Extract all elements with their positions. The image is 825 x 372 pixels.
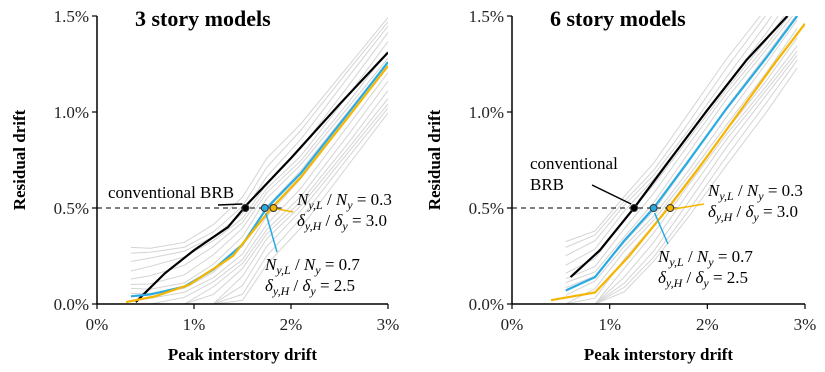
x-tick-label: 2% [696,315,719,334]
x-tick-label: 0% [501,315,524,334]
arrow-case-yellow [674,203,705,210]
record-curve [565,27,798,304]
record-curve [130,80,388,304]
annotation-conventional-brb: conventional BRB [108,183,234,202]
record-curve [130,90,388,304]
annotation-case-blue-ratio-n: Ny,L / Ny = 0.7 [264,255,360,277]
series-group [550,16,805,302]
marker-case-blue [649,204,658,212]
annotation-case-yellow-ratio-delta: δy,H / δy = 3.0 [708,202,798,224]
annotation-case-yellow-ratio-n: Ny,L / Ny = 0.3 [296,190,392,212]
marker-case-yellow [269,204,278,212]
record-curve [130,41,388,280]
panel-title: 6 story models [550,6,686,31]
arrow-case-blue [653,212,669,245]
annotation-case-blue-ratio-delta: δy,H / δy = 2.5 [265,276,355,298]
marker-case-blue [260,204,269,212]
record-curve [565,67,798,304]
arrow-case-yellow [277,208,294,213]
record-curves-group [565,16,798,304]
panel-title: 3 story models [135,6,271,31]
series-line-case-yellow [550,23,805,302]
y-tick-label: 1.5% [469,7,504,26]
series-line-case-yellow [125,65,388,304]
marker-conventional [630,204,639,212]
record-curve [130,50,388,285]
arrow-case-blue [265,212,278,253]
record-curve [565,54,798,304]
y-tick-label: 0.0% [469,295,504,314]
chart-panel-6-story: 0.0% 0.5% 1.0% 1.5% 0% 1% 2% 3% Peak interstory … [425,6,817,364]
record-curve [565,16,785,274]
y-axis-label: Residual drift [10,109,29,210]
y-tick-label: 0.5% [469,199,504,218]
record-curve [565,50,798,304]
record-curve [565,59,798,304]
y-tick-label: 0.0% [54,295,89,314]
series-line-conventional [135,51,388,303]
record-curve [130,112,388,304]
x-tick-label: 2% [280,315,303,334]
record-curve [130,98,388,304]
arrow-conventional [591,184,632,205]
series-line-case-blue [565,16,799,292]
marker-case-yellow [666,204,675,212]
record-curve [130,103,388,304]
x-tick-label: 1% [183,315,206,334]
record-curve [130,72,388,304]
x-tick-label: 3% [794,315,817,334]
record-curve [565,16,794,284]
y-tick-label: 1.0% [54,103,89,122]
annotation-case-blue-ratio-n: Ny,L / Ny = 0.7 [657,247,753,269]
chart-panel-3-story: 0.0% 0.5% 1.0% 1.5% 0% 1% 2% 3% Peak interstory … [10,6,399,364]
x-axis-label: Peak interstory drift [168,345,318,364]
record-curve [565,19,798,296]
y-tick-label: 0.5% [54,199,89,218]
y-tick-label: 1.0% [469,103,504,122]
record-curve [130,57,388,290]
record-curve [130,25,388,263]
annotation-case-yellow-ratio-delta: δy,H / δy = 3.0 [297,211,387,233]
record-curve [565,16,767,248]
record-curve [130,32,388,272]
record-curve [565,16,797,289]
annotation-brb: BRB [530,175,564,194]
y-tick-label: 1.5% [54,7,89,26]
series-line-conventional [569,16,789,278]
x-tick-label: 3% [377,315,400,334]
annotation-conventional: conventional [530,154,618,173]
y-axis-label: Residual drift [425,109,444,210]
annotation-case-blue-ratio-delta: δy,H / δy = 2.5 [658,268,748,290]
x-axis-label: Peak interstory drift [584,345,734,364]
record-curve [565,16,790,280]
x-tick-label: 1% [598,315,621,334]
record-curve [565,16,773,257]
series-group [125,51,388,304]
record-curve [130,17,388,249]
arrow-conventional [217,203,243,206]
annotation-case-yellow-ratio-n: Ny,L / Ny = 0.3 [707,181,803,203]
marker-conventional [241,204,250,212]
x-tick-label: 0% [86,315,109,334]
record-curve [565,16,761,243]
record-curve [130,107,388,304]
